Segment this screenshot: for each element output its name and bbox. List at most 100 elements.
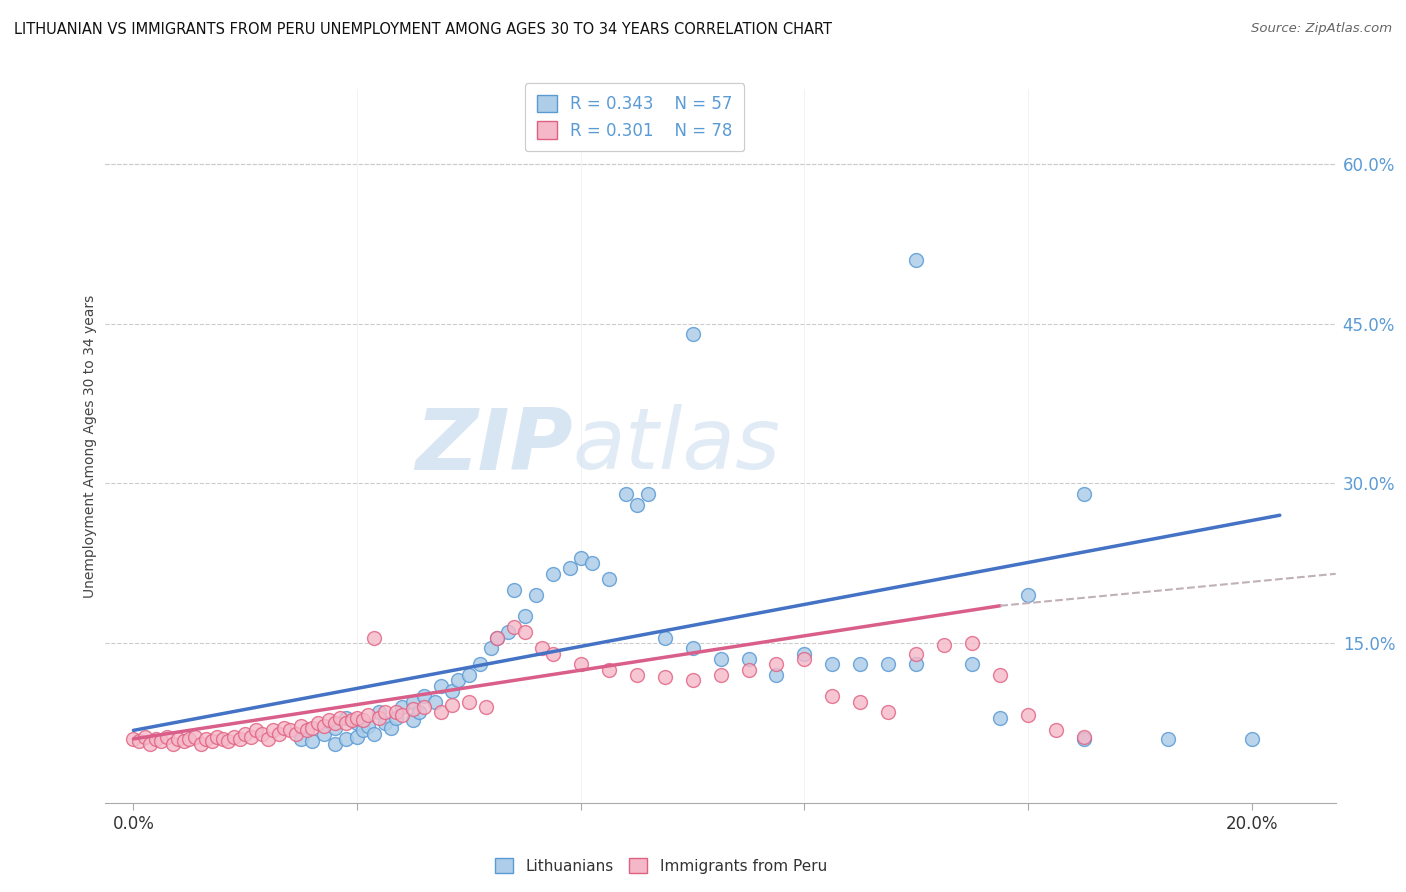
Point xyxy=(626,668,648,682)
Point xyxy=(128,734,150,748)
Point xyxy=(988,668,1011,682)
Point xyxy=(905,252,928,267)
Point xyxy=(312,719,335,733)
Point xyxy=(391,700,413,714)
Point xyxy=(145,731,167,746)
Point xyxy=(654,670,676,684)
Point xyxy=(363,726,385,740)
Point xyxy=(374,706,396,720)
Point xyxy=(765,657,787,672)
Point xyxy=(212,731,235,746)
Point xyxy=(654,631,676,645)
Point xyxy=(150,734,173,748)
Point xyxy=(184,730,207,744)
Text: LITHUANIAN VS IMMIGRANTS FROM PERU UNEMPLOYMENT AMONG AGES 30 TO 34 YEARS CORREL: LITHUANIAN VS IMMIGRANTS FROM PERU UNEMP… xyxy=(14,22,832,37)
Point xyxy=(849,695,872,709)
Point xyxy=(905,657,928,672)
Point xyxy=(134,730,156,744)
Point xyxy=(346,715,368,730)
Point xyxy=(402,702,425,716)
Point xyxy=(682,673,704,688)
Point xyxy=(162,737,184,751)
Point xyxy=(190,737,212,751)
Point xyxy=(173,734,195,748)
Text: atlas: atlas xyxy=(574,404,780,488)
Point xyxy=(877,657,900,672)
Point xyxy=(385,710,408,724)
Point xyxy=(402,713,425,727)
Point xyxy=(765,668,787,682)
Point xyxy=(1045,723,1067,738)
Point xyxy=(468,657,491,672)
Point xyxy=(485,631,508,645)
Point xyxy=(323,715,346,730)
Point xyxy=(239,730,262,744)
Point xyxy=(637,487,659,501)
Point xyxy=(290,719,312,733)
Point xyxy=(960,636,983,650)
Point xyxy=(195,731,218,746)
Point xyxy=(485,631,508,645)
Point xyxy=(513,625,536,640)
Text: Source: ZipAtlas.com: Source: ZipAtlas.com xyxy=(1251,22,1392,36)
Point xyxy=(295,723,318,738)
Point xyxy=(301,721,323,735)
Point xyxy=(301,734,323,748)
Point xyxy=(201,734,224,748)
Point xyxy=(278,723,301,738)
Point xyxy=(374,715,396,730)
Point xyxy=(598,663,620,677)
Point xyxy=(156,730,179,744)
Point xyxy=(524,588,547,602)
Point xyxy=(793,652,815,666)
Point xyxy=(960,657,983,672)
Point xyxy=(352,723,374,738)
Point xyxy=(710,668,733,682)
Point xyxy=(737,652,759,666)
Point xyxy=(513,609,536,624)
Point xyxy=(284,726,307,740)
Point xyxy=(425,695,447,709)
Point xyxy=(441,684,464,698)
Point xyxy=(682,327,704,342)
Point xyxy=(598,572,620,586)
Point xyxy=(385,706,408,720)
Point xyxy=(335,715,357,730)
Point xyxy=(323,737,346,751)
Point xyxy=(363,631,385,645)
Point xyxy=(323,721,346,735)
Point xyxy=(312,726,335,740)
Point xyxy=(458,668,481,682)
Point xyxy=(849,657,872,672)
Point xyxy=(335,731,357,746)
Point xyxy=(346,710,368,724)
Point xyxy=(368,706,391,720)
Point xyxy=(256,731,278,746)
Point xyxy=(368,710,391,724)
Point xyxy=(530,641,553,656)
Point xyxy=(335,710,357,724)
Point xyxy=(988,710,1011,724)
Point xyxy=(380,721,402,735)
Point xyxy=(793,647,815,661)
Point xyxy=(352,713,374,727)
Point xyxy=(329,710,352,724)
Point xyxy=(541,566,564,581)
Point xyxy=(1073,731,1095,746)
Point xyxy=(626,498,648,512)
Point xyxy=(502,620,524,634)
Point xyxy=(207,730,229,744)
Point xyxy=(1017,588,1039,602)
Point xyxy=(402,695,425,709)
Point xyxy=(1017,708,1039,723)
Point xyxy=(569,550,592,565)
Point xyxy=(340,713,363,727)
Point xyxy=(569,657,592,672)
Point xyxy=(502,582,524,597)
Point xyxy=(581,556,603,570)
Point xyxy=(710,652,733,666)
Point xyxy=(408,706,430,720)
Point xyxy=(262,723,284,738)
Point xyxy=(139,737,162,751)
Point xyxy=(391,708,413,723)
